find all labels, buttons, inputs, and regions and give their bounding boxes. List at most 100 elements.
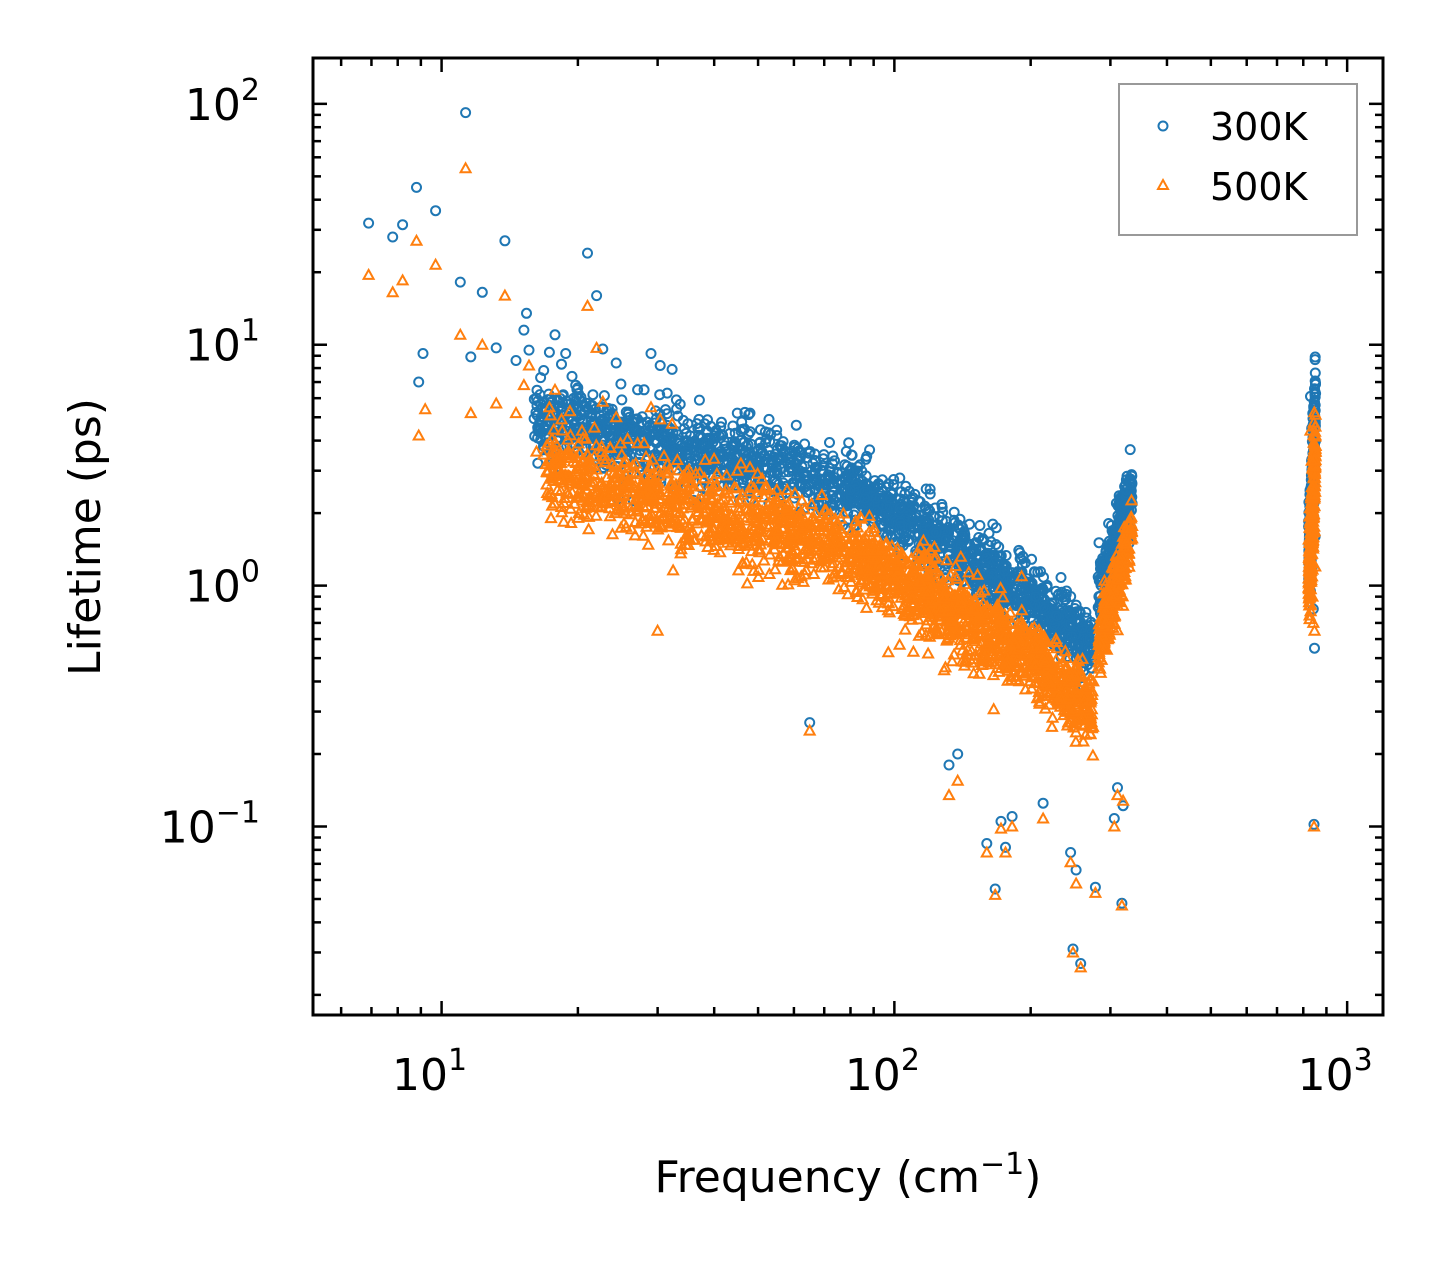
data-point-300k-cloud [570, 379, 582, 391]
data-point-500k-cloud [1124, 493, 1139, 506]
data-point-500k-cloud [669, 504, 683, 517]
data-point-300k-cloud [948, 506, 960, 518]
data-point-300k-cloud [1070, 599, 1082, 611]
data-point-300k-cloud [827, 493, 839, 505]
data-point-300k-cloud [771, 468, 783, 480]
data-point-300k-cloud [786, 445, 798, 457]
data-point-500k-cloud [550, 454, 565, 467]
data-point-500k-cloud [1304, 507, 1318, 520]
data-point-500k-cloud [1032, 694, 1047, 707]
data-point-500k-cloud [753, 537, 768, 550]
data-point-500k-cloud [948, 558, 963, 571]
data-point-500k-cloud [560, 468, 574, 481]
data-point-300k-cloud [918, 532, 930, 544]
data-point-300k [397, 219, 409, 231]
data-point-500k-cloud [780, 498, 794, 511]
data-point-500k [743, 460, 757, 473]
data-point-500k-cloud [714, 495, 728, 508]
data-point-500k-cloud [957, 658, 972, 671]
data-point-500k-cloud [1099, 585, 1113, 598]
data-point-300k [454, 276, 466, 288]
data-point-500k-cloud [825, 559, 839, 572]
data-point-300k-cloud [601, 417, 613, 429]
data-point-500k-cloud [906, 561, 921, 574]
data-point-500k [1306, 486, 1320, 499]
data-point-500k-cloud [605, 527, 620, 540]
data-point-500k-cloud [751, 562, 766, 575]
data-point-500k-cloud [786, 546, 801, 559]
data-point-300k [430, 205, 442, 217]
data-point-500k-cloud [910, 545, 924, 558]
data-point-500k-cloud [956, 601, 970, 614]
data-point-500k-cloud [735, 487, 749, 500]
data-point-500k-cloud [1063, 688, 1077, 701]
data-point-500k-cloud [1308, 424, 1322, 437]
data-point-300k [591, 290, 603, 302]
data-point-500k-cloud [797, 531, 811, 544]
data-point-500k-cloud [628, 514, 642, 527]
data-point-500k-cloud [1029, 657, 1043, 670]
data-point-500k-cloud [617, 455, 631, 468]
data-point-500k-cloud [1076, 734, 1090, 747]
data-point-500k-cloud [661, 533, 676, 546]
data-point-500k [361, 267, 376, 280]
data-point-500k-cloud [953, 633, 967, 646]
data-point-500k-cloud [770, 512, 785, 525]
data-point-500k-cloud [993, 581, 1008, 594]
data-point-500k-cloud [836, 506, 851, 519]
data-point-300k-cloud [816, 464, 828, 476]
data-point-500k-cloud [602, 487, 616, 500]
data-point-500k-cloud [910, 591, 925, 604]
data-point-500k-cloud [824, 539, 838, 552]
data-point-500k [843, 536, 858, 549]
data-point-500k-cloud [554, 499, 569, 512]
data-point-500k [1013, 623, 1028, 636]
data-point-300k-cloud [818, 449, 830, 461]
data-point-500k-cloud [1012, 674, 1026, 687]
data-point-500k-cloud [597, 448, 612, 461]
data-point-300k [666, 363, 678, 375]
data-point-500k-cloud [815, 487, 829, 500]
data-point-300k [693, 413, 705, 425]
data-point-300k-cloud [1124, 444, 1136, 456]
data-point-300k [907, 513, 919, 524]
data-point-500k-cloud [570, 467, 584, 480]
data-point-500k-cloud [1111, 577, 1125, 590]
data-point-300k-cloud [1047, 598, 1059, 609]
data-point-500k-cloud [557, 514, 571, 527]
data-point-500k-cloud [1038, 701, 1053, 714]
data-point-300k-cloud [1026, 553, 1038, 565]
data-point-300k [845, 484, 856, 496]
data-point-300k-cloud [930, 527, 942, 538]
data-point-300k [727, 420, 739, 432]
data-point-500k-cloud [746, 521, 760, 534]
data-point-500k-cloud [817, 518, 831, 531]
data-point-500k-cloud [635, 513, 650, 526]
data-point-300k [744, 407, 756, 419]
data-point-300k-cloud [888, 474, 900, 485]
data-point-300k [582, 247, 593, 259]
data-point-300k-cloud [828, 486, 840, 498]
data-point-500k-cloud [603, 509, 617, 522]
data-point-300k-cloud [860, 453, 872, 465]
data-point-500k [1071, 669, 1086, 682]
data-point-300k-cloud [693, 394, 705, 406]
data-point-500k-cloud [1011, 659, 1025, 672]
data-point-300k-cloud [730, 479, 742, 491]
data-point-500k-cloud [774, 511, 789, 524]
data-point-500k-cloud [733, 521, 747, 534]
data-point-300k [940, 534, 952, 546]
data-point-500k-cloud [875, 540, 890, 553]
data-point-500k-cloud [771, 523, 786, 536]
data-point-500k-cloud [575, 423, 589, 436]
data-point-300k-cloud [919, 500, 931, 512]
data-point-500k-cloud [637, 469, 652, 482]
data-point-500k-cloud [973, 585, 987, 598]
data-point-500k-cloud [780, 482, 794, 495]
data-point-500k-cloud [1014, 569, 1029, 582]
plot-area [361, 107, 1323, 973]
data-point-300k [989, 883, 1001, 895]
data-point-300k-cloud [754, 436, 766, 448]
data-point-300k-cloud [991, 554, 1003, 566]
data-point-500k-cloud [850, 583, 864, 596]
